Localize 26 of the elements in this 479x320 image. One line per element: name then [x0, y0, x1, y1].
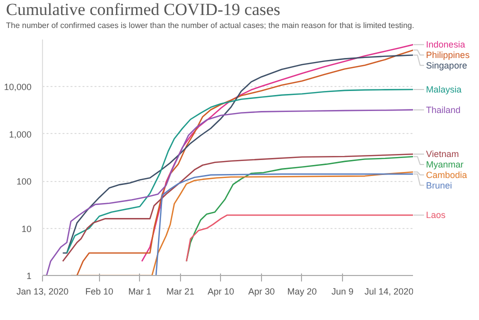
series-label: Philippines	[426, 50, 470, 60]
series-label: Myanmar	[426, 160, 464, 170]
x-tick-label: Jul 14, 2020	[364, 286, 414, 296]
series-label: Malaysia	[426, 84, 462, 94]
series-label: Vietnam	[426, 149, 459, 160]
series-label: Singapore	[426, 60, 468, 70]
x-tick-label: Mar 21	[166, 286, 194, 296]
chart-subtitle: The number of confirmed cases is lower than the number of actual cases; the main reason for that is limited testing.	[6, 20, 414, 31]
x-tick-label: Feb 10	[85, 286, 114, 296]
x-tick-label: Jan 13, 2020	[16, 286, 69, 296]
x-tick-label: May 20	[287, 286, 317, 296]
x-tick-label: Mar 1	[128, 286, 152, 296]
y-tick-label: 10,000	[4, 82, 32, 92]
series-label: Indonesia	[426, 40, 466, 50]
y-tick-label: 100	[16, 176, 32, 187]
x-tick-label: Apr 10	[208, 286, 234, 296]
y-tick-label: 1,000	[8, 129, 32, 140]
x-tick-label: Jun 9	[332, 286, 354, 296]
series-label: Brunei	[426, 180, 452, 190]
x-tick-label: Apr 30	[248, 286, 275, 296]
chart-title: Cumulative confirmed COVID-19 cases	[6, 0, 280, 20]
series-label: Laos	[426, 210, 446, 220]
y-tick-label: 10	[21, 224, 32, 234]
series-label: Thailand	[426, 104, 461, 115]
y-tick-label: 1	[26, 271, 32, 281]
series-label: Cambodia	[426, 170, 468, 180]
